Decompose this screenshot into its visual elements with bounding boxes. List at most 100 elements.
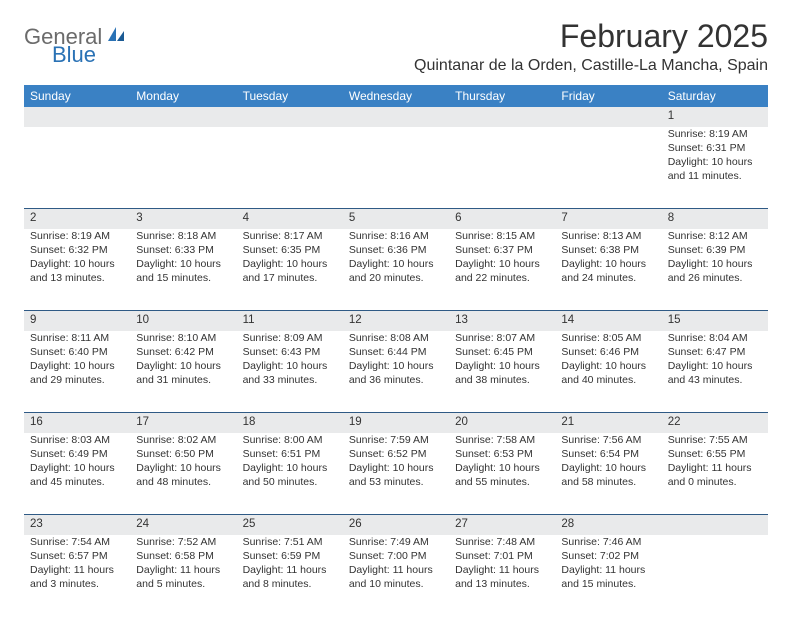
day-detail-line: Sunset: 6:46 PM — [561, 345, 655, 359]
day-detail-line: Sunset: 6:35 PM — [243, 243, 337, 257]
day-detail-line: and 36 minutes. — [349, 373, 443, 387]
day-detail-line: Daylight: 11 hours — [668, 461, 762, 475]
day-detail-line: Sunrise: 8:02 AM — [136, 433, 230, 447]
day-number-cell: 12 — [343, 311, 449, 331]
day-detail-line: Sunset: 6:42 PM — [136, 345, 230, 359]
day-detail-cell: Sunrise: 8:08 AMSunset: 6:44 PMDaylight:… — [343, 331, 449, 413]
brand-blue-text: Blue — [52, 42, 96, 68]
day-detail-line: and 58 minutes. — [561, 475, 655, 489]
day-detail-cell: Sunrise: 8:03 AMSunset: 6:49 PMDaylight:… — [24, 433, 130, 515]
day-detail-cell: Sunrise: 8:12 AMSunset: 6:39 PMDaylight:… — [662, 229, 768, 311]
day-detail-line: and 33 minutes. — [243, 373, 337, 387]
day-number-cell: 10 — [130, 311, 236, 331]
day-detail-cell: Sunrise: 8:07 AMSunset: 6:45 PMDaylight:… — [449, 331, 555, 413]
day-number-cell: 27 — [449, 515, 555, 535]
day-detail-line: Sunset: 6:39 PM — [668, 243, 762, 257]
day-detail-line: and 45 minutes. — [30, 475, 124, 489]
day-detail-cell: Sunrise: 8:04 AMSunset: 6:47 PMDaylight:… — [662, 331, 768, 413]
day-detail-line: Sunset: 7:01 PM — [455, 549, 549, 563]
day-detail-line: Sunset: 6:54 PM — [561, 447, 655, 461]
day-number-cell: 24 — [130, 515, 236, 535]
day-detail-line: Sunset: 6:31 PM — [668, 141, 762, 155]
day-detail-cell — [130, 127, 236, 209]
day-detail-line: Daylight: 10 hours — [30, 461, 124, 475]
day-number-cell: 16 — [24, 413, 130, 433]
day-detail-line: Sunset: 6:37 PM — [455, 243, 549, 257]
weekday-header: Thursday — [449, 85, 555, 107]
day-detail-line: Sunset: 6:57 PM — [30, 549, 124, 563]
day-number-cell — [662, 515, 768, 535]
day-detail-line: Sunset: 6:47 PM — [668, 345, 762, 359]
day-number-cell: 28 — [555, 515, 661, 535]
day-number-cell: 11 — [237, 311, 343, 331]
day-detail-line: Sunrise: 8:00 AM — [243, 433, 337, 447]
day-detail-cell: Sunrise: 7:46 AMSunset: 7:02 PMDaylight:… — [555, 535, 661, 617]
day-detail-line: and 31 minutes. — [136, 373, 230, 387]
weekday-header: Monday — [130, 85, 236, 107]
day-detail-line: Sunrise: 7:58 AM — [455, 433, 549, 447]
day-detail-line: Sunrise: 8:15 AM — [455, 229, 549, 243]
day-number-cell — [24, 107, 130, 127]
day-detail-cell: Sunrise: 8:05 AMSunset: 6:46 PMDaylight:… — [555, 331, 661, 413]
day-detail-row: Sunrise: 7:54 AMSunset: 6:57 PMDaylight:… — [24, 535, 768, 617]
day-detail-cell — [343, 127, 449, 209]
day-detail-line: and 10 minutes. — [349, 577, 443, 591]
day-detail-line: Sunrise: 7:46 AM — [561, 535, 655, 549]
day-detail-line: Sunrise: 8:16 AM — [349, 229, 443, 243]
weekday-header: Friday — [555, 85, 661, 107]
day-number-cell: 1 — [662, 107, 768, 127]
day-detail-cell: Sunrise: 8:09 AMSunset: 6:43 PMDaylight:… — [237, 331, 343, 413]
day-detail-cell: Sunrise: 7:55 AMSunset: 6:55 PMDaylight:… — [662, 433, 768, 515]
day-detail-line: and 15 minutes. — [136, 271, 230, 285]
day-detail-line: and 26 minutes. — [668, 271, 762, 285]
day-detail-cell — [24, 127, 130, 209]
weekday-header: Saturday — [662, 85, 768, 107]
day-detail-cell: Sunrise: 7:54 AMSunset: 6:57 PMDaylight:… — [24, 535, 130, 617]
day-detail-line: Sunrise: 8:08 AM — [349, 331, 443, 345]
day-detail-line: and 20 minutes. — [349, 271, 443, 285]
day-detail-line: Sunrise: 8:19 AM — [30, 229, 124, 243]
day-detail-line: and 43 minutes. — [668, 373, 762, 387]
day-detail-line: Sunrise: 8:18 AM — [136, 229, 230, 243]
day-detail-line: Daylight: 10 hours — [30, 257, 124, 271]
day-number-cell: 7 — [555, 209, 661, 229]
day-detail-line: Sunrise: 8:11 AM — [30, 331, 124, 345]
day-detail-line: Sunrise: 8:05 AM — [561, 331, 655, 345]
day-detail-cell: Sunrise: 8:15 AMSunset: 6:37 PMDaylight:… — [449, 229, 555, 311]
day-detail-line: Daylight: 10 hours — [136, 257, 230, 271]
day-number-cell: 5 — [343, 209, 449, 229]
day-detail-line: Sunrise: 7:59 AM — [349, 433, 443, 447]
day-detail-line: Sunset: 6:40 PM — [30, 345, 124, 359]
weekday-header: Wednesday — [343, 85, 449, 107]
day-detail-cell: Sunrise: 7:51 AMSunset: 6:59 PMDaylight:… — [237, 535, 343, 617]
day-detail-line: Sunrise: 7:48 AM — [455, 535, 549, 549]
day-detail-line: and 11 minutes. — [668, 169, 762, 183]
day-detail-line: and 50 minutes. — [243, 475, 337, 489]
day-detail-line: and 53 minutes. — [349, 475, 443, 489]
day-detail-line: Sunrise: 8:04 AM — [668, 331, 762, 345]
day-detail-cell: Sunrise: 8:19 AMSunset: 6:31 PMDaylight:… — [662, 127, 768, 209]
day-number-cell: 25 — [237, 515, 343, 535]
day-detail-line: and 8 minutes. — [243, 577, 337, 591]
day-detail-cell: Sunrise: 7:58 AMSunset: 6:53 PMDaylight:… — [449, 433, 555, 515]
day-detail-cell: Sunrise: 8:02 AMSunset: 6:50 PMDaylight:… — [130, 433, 236, 515]
day-detail-cell: Sunrise: 7:52 AMSunset: 6:58 PMDaylight:… — [130, 535, 236, 617]
day-detail-cell: Sunrise: 8:00 AMSunset: 6:51 PMDaylight:… — [237, 433, 343, 515]
day-detail-line: Sunset: 6:59 PM — [243, 549, 337, 563]
day-detail-line: Sunset: 7:02 PM — [561, 549, 655, 563]
day-detail-line: Sunset: 6:55 PM — [668, 447, 762, 461]
day-detail-line: Sunrise: 7:55 AM — [668, 433, 762, 447]
day-detail-line: Sunset: 6:49 PM — [30, 447, 124, 461]
day-detail-line: and 48 minutes. — [136, 475, 230, 489]
day-number-cell: 2 — [24, 209, 130, 229]
day-detail-line: Sunrise: 7:52 AM — [136, 535, 230, 549]
day-detail-line: and 5 minutes. — [136, 577, 230, 591]
day-detail-line: and 24 minutes. — [561, 271, 655, 285]
day-detail-line: Sunrise: 8:12 AM — [668, 229, 762, 243]
day-detail-cell: Sunrise: 8:11 AMSunset: 6:40 PMDaylight:… — [24, 331, 130, 413]
day-detail-line: Daylight: 10 hours — [668, 359, 762, 373]
day-detail-line: and 0 minutes. — [668, 475, 762, 489]
day-detail-line: Sunset: 6:43 PM — [243, 345, 337, 359]
day-number-row: 2345678 — [24, 209, 768, 229]
day-detail-line: and 13 minutes. — [455, 577, 549, 591]
